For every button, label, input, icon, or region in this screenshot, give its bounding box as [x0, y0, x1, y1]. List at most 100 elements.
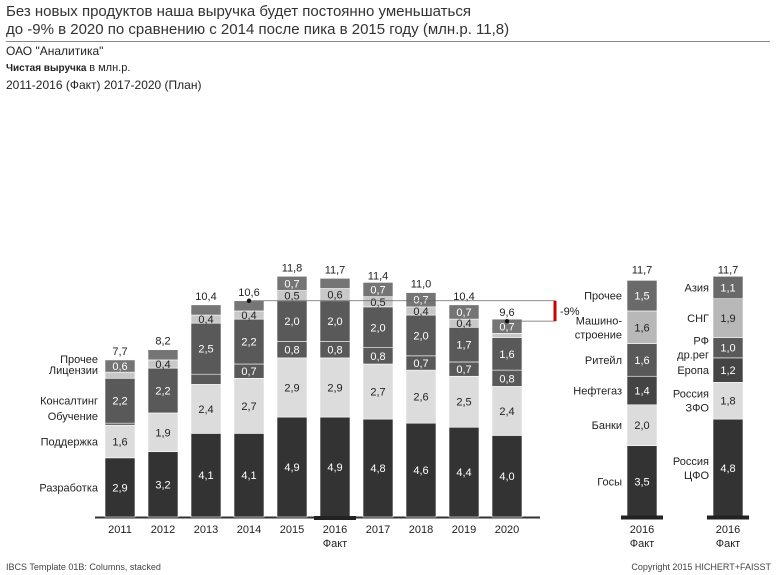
- region-bar-tick-sublabel: Факт: [716, 538, 740, 550]
- industry-bar-category-label: Прочее: [584, 291, 622, 303]
- data-label: 0,8: [284, 345, 299, 357]
- total-label: 11,8: [282, 262, 303, 274]
- data-label: 1,6: [499, 349, 514, 361]
- data-label: 4,1: [241, 470, 256, 482]
- data-label: 4,0: [499, 471, 514, 483]
- data-label: 2,4: [499, 406, 514, 418]
- region-bar-segment: [712, 382, 744, 420]
- data-label: 3,2: [155, 479, 170, 491]
- chart-title: Без новых продуктов наша выручка будет п…: [6, 3, 509, 39]
- bar-segment: [448, 375, 480, 428]
- bar-segment: [362, 418, 394, 518]
- total-label: 11,7: [325, 264, 346, 276]
- bar-segment: [190, 322, 222, 375]
- region-bar-segment: [712, 275, 744, 300]
- x-tick-label: 2016: [323, 524, 347, 536]
- measure-unit: в млн.р.: [89, 62, 131, 74]
- bar-segment: [104, 377, 136, 424]
- legend-label: Разработка: [39, 482, 99, 494]
- industry-bar-value-label: 1,4: [634, 386, 649, 398]
- bar-segment: [276, 357, 308, 418]
- data-label: 0,4: [198, 314, 213, 326]
- data-label: 1,7: [456, 340, 471, 352]
- title-line-1: Без новых продуктов наша выручка будет п…: [6, 3, 471, 20]
- data-label: 1,6: [112, 437, 127, 449]
- region-bar-value-label: 4,8: [720, 463, 735, 475]
- data-label: 2,2: [155, 386, 170, 398]
- bar-segment: [319, 300, 351, 342]
- data-label: 2,6: [413, 392, 428, 404]
- bar-segment: [276, 416, 308, 518]
- industry-bar-category-label: Банки: [592, 420, 622, 432]
- bar-segment: [190, 384, 222, 434]
- total-label: 10,4: [195, 291, 216, 303]
- legend-label: Обучение: [48, 411, 98, 423]
- region-bar-value-label: 1,8: [720, 396, 735, 408]
- bar-segment: [491, 435, 523, 518]
- industry-bar-segment: [626, 280, 658, 312]
- x-tick-label: 2014: [237, 524, 261, 536]
- total-label: 11,4: [368, 270, 389, 282]
- x-tick-label: 2019: [452, 524, 476, 536]
- bar-segment: [362, 282, 394, 297]
- data-label: 4,9: [284, 462, 299, 474]
- region-bar-category-label: Россия: [673, 456, 709, 468]
- industry-bar-tick-sublabel: Факт: [630, 538, 654, 550]
- region-bar-category-label: Еропа: [677, 365, 710, 377]
- data-label: 2,0: [327, 316, 342, 328]
- bar-segment: [147, 367, 179, 414]
- industry-bar-segment: [626, 375, 658, 406]
- region-bar-category-label: Азия: [685, 283, 710, 295]
- footer-copyright: Copyright 2015 HICHERT+FAISST: [631, 562, 771, 572]
- x-tick-label: 2011: [108, 524, 132, 536]
- region-bar-category-label: СНГ: [687, 313, 709, 325]
- industry-bar-segment: [626, 445, 658, 518]
- industry-bar-tick-label: 2016: [630, 524, 654, 536]
- data-label: 2,2: [241, 337, 256, 349]
- data-label: 4,8: [370, 463, 385, 475]
- data-label: 0,4: [241, 310, 256, 322]
- bar-segment: [233, 318, 265, 365]
- industry-bar-value-label: 1,5: [634, 291, 649, 303]
- data-label: 0,6: [112, 361, 127, 373]
- bar-segment: [448, 304, 480, 320]
- data-label: 0,4: [413, 306, 428, 318]
- region-bar-category-label: ЗФО: [686, 403, 710, 415]
- region-bar-total-label: 11,7: [718, 264, 739, 276]
- data-label: 2,7: [241, 401, 256, 413]
- bar-segment: [405, 369, 437, 424]
- data-label: 2,5: [198, 344, 213, 356]
- bar-segment: [104, 359, 136, 373]
- bar-segment: [233, 433, 265, 518]
- highlight-marker: [314, 516, 356, 520]
- bar-segment: [104, 422, 136, 426]
- data-label: 4,6: [413, 465, 428, 477]
- bar-segment: [147, 451, 179, 518]
- x-tick-label: 2020: [495, 524, 519, 536]
- industry-bar-category-label: Госы: [597, 476, 622, 488]
- bar-segment: [362, 363, 394, 420]
- x-tick-label: 2018: [409, 524, 433, 536]
- data-label: 0,5: [284, 291, 299, 303]
- bar-segment: [190, 304, 222, 316]
- industry-bar-value-label: 1,6: [634, 355, 649, 367]
- data-label: 2,9: [327, 382, 342, 394]
- x-tick-label: 2012: [151, 524, 175, 536]
- data-label: 0,7: [499, 321, 514, 333]
- data-label: 4,1: [198, 470, 213, 482]
- industry-bar-category-label: Ритейл: [585, 355, 622, 367]
- data-label: 0,7: [370, 285, 385, 297]
- delta-label: -9%: [560, 306, 580, 318]
- region-bar-value-label: 1,0: [720, 343, 735, 355]
- bar-segment: [319, 357, 351, 418]
- data-label: 0,7: [413, 358, 428, 370]
- data-label: 2,7: [370, 387, 385, 399]
- industry-bar-value-label: 1,6: [634, 322, 649, 334]
- bar-segment: [491, 386, 523, 436]
- total-label: 7,7: [112, 346, 127, 358]
- data-label: 0,7: [456, 364, 471, 376]
- bar-segment: [405, 422, 437, 518]
- region-bar-segment: [712, 418, 744, 518]
- data-label: 0,4: [155, 359, 170, 371]
- bar-segment: [104, 371, 136, 379]
